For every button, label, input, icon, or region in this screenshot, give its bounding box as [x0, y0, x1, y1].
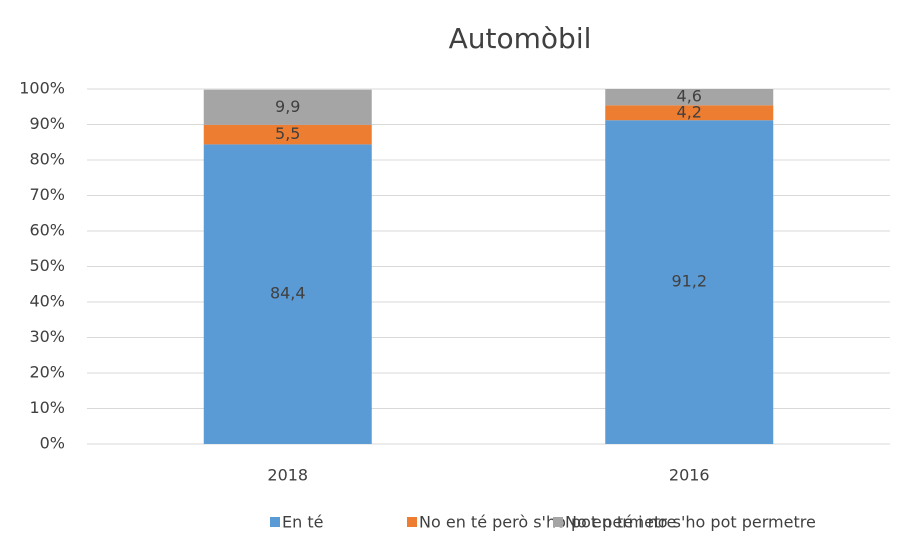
y-tick-label: 30% — [29, 327, 65, 346]
bar-segment — [203, 144, 372, 444]
legend-label: No en té i no s'ho pot permetre — [565, 513, 816, 532]
legend-swatch — [553, 517, 563, 527]
y-tick-label: 90% — [29, 114, 65, 133]
y-tick-label: 100% — [19, 79, 65, 98]
bar-segment — [605, 105, 774, 121]
y-tick-label: 0% — [40, 434, 65, 453]
x-tick-label: 2016 — [669, 466, 710, 485]
bar-segment — [203, 89, 372, 125]
value-label: 4,6 — [677, 87, 702, 106]
legend-label: En té — [282, 513, 323, 532]
value-label: 5,5 — [275, 124, 300, 143]
x-tick-label: 2018 — [267, 466, 308, 485]
y-tick-label: 80% — [29, 150, 65, 169]
value-label: 4,2 — [677, 102, 702, 121]
bar-segment — [605, 120, 774, 445]
bar-segment — [203, 124, 372, 145]
y-tick-label: 20% — [29, 363, 65, 382]
legend-label: No en té però s'ho pot permetre — [419, 513, 676, 532]
legend-swatch — [407, 517, 417, 527]
value-label: 9,9 — [275, 97, 300, 116]
y-tick-label: 40% — [29, 292, 65, 311]
bar-segment — [605, 89, 774, 106]
value-label: 91,2 — [671, 272, 707, 291]
y-tick-label: 50% — [29, 256, 65, 275]
y-tick-label: 70% — [29, 185, 65, 204]
value-label: 84,4 — [270, 284, 306, 303]
legend-swatch — [270, 517, 280, 527]
chart-title: Automòbil — [449, 22, 592, 55]
y-tick-label: 10% — [29, 398, 65, 417]
y-tick-label: 60% — [29, 221, 65, 240]
